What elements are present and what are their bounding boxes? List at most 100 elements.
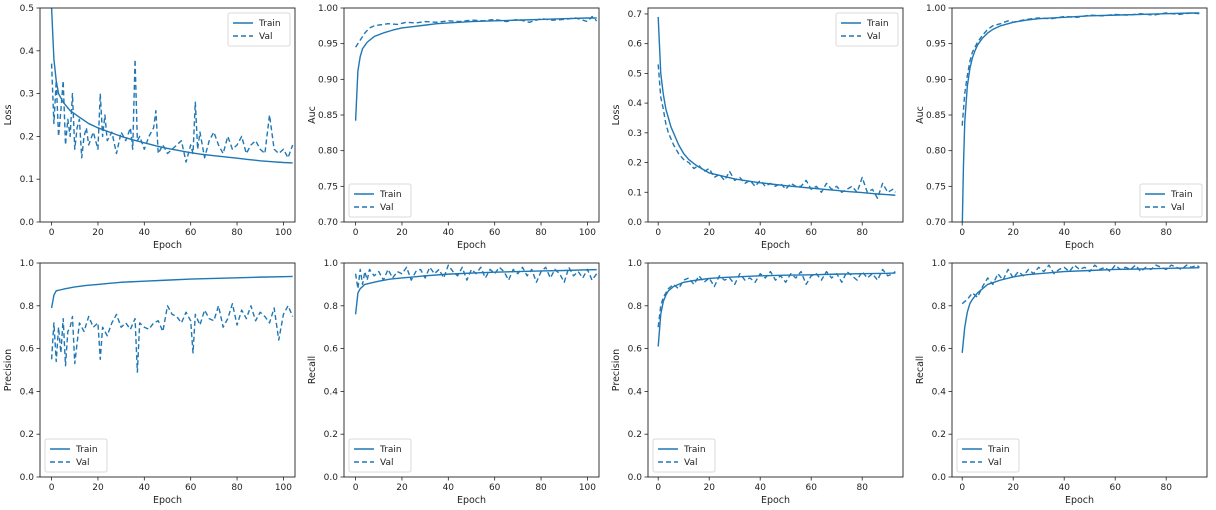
y-tick-label: 0.0 bbox=[20, 473, 35, 483]
x-tick-label: 0 bbox=[49, 483, 55, 493]
y-tick-label: 0.6 bbox=[628, 40, 643, 50]
x-axis-label: Epoch bbox=[457, 495, 486, 506]
x-tick-label: 40 bbox=[139, 228, 151, 238]
series-line-train bbox=[657, 272, 896, 347]
x-axis-label: Epoch bbox=[1065, 495, 1094, 506]
y-tick-label: 0.2 bbox=[20, 132, 34, 142]
y-tick-label: 0.2 bbox=[932, 430, 946, 440]
y-axis-label: Loss bbox=[611, 105, 622, 126]
y-tick-label: 0.4 bbox=[628, 99, 643, 109]
legend-box bbox=[652, 438, 716, 473]
x-tick-label: 60 bbox=[185, 483, 197, 493]
legend-label-val: Val bbox=[988, 458, 1001, 468]
x-tick-label: 0 bbox=[353, 228, 359, 238]
x-tick-label: 40 bbox=[754, 483, 766, 493]
y-tick-label: 1.0 bbox=[20, 259, 35, 269]
legend-label-train: Train bbox=[987, 445, 1010, 455]
y-tick-label: 0.90 bbox=[926, 75, 946, 85]
series-line-train bbox=[354, 17, 597, 121]
x-tick-label: 100 bbox=[275, 483, 292, 493]
legend: Train Val bbox=[956, 438, 1020, 473]
x-tick-label: 20 bbox=[92, 483, 104, 493]
series-line-val bbox=[961, 264, 1200, 305]
x-tick-label: 60 bbox=[805, 228, 817, 238]
y-tick-label: 0.0 bbox=[628, 473, 643, 483]
y-tick-label: 0.6 bbox=[932, 345, 947, 355]
x-axis-label: Epoch bbox=[761, 495, 790, 506]
y-axis-label: Auc bbox=[307, 106, 318, 124]
x-tick-label: 0 bbox=[655, 228, 661, 238]
legend: Train Val bbox=[44, 438, 108, 473]
auc-chart-a: 0 20 40 60 80 100 0.70 0.75 0.80 0.85 0.90 0.95 1.00… bbox=[307, 4, 600, 251]
axes-frame bbox=[39, 7, 296, 223]
chart-panel-loss-b: 0 20 40 60 80 0.0 0.1 0.2 0.3 0.4 0.5 0.6 0.7 Epoch Lo… bbox=[608, 0, 912, 255]
series-line-train bbox=[961, 267, 1200, 353]
x-tick-label: 20 bbox=[1007, 228, 1019, 238]
y-tick-label: 0.5 bbox=[628, 69, 642, 79]
series-line-val bbox=[354, 264, 598, 290]
loss-chart-b: 0 20 40 60 80 0.0 0.1 0.2 0.3 0.4 0.5 0.6 0.7 Epoch Lo… bbox=[611, 7, 904, 251]
legend-label-val: Val bbox=[867, 32, 880, 42]
y-tick-label: 0.4 bbox=[628, 387, 643, 397]
y-tick-label: 0.75 bbox=[318, 182, 338, 192]
y-tick-label: 0.95 bbox=[318, 40, 338, 50]
x-tick-label: 20 bbox=[396, 228, 408, 238]
x-tick-label: 40 bbox=[139, 483, 151, 493]
y-tick-label: 0.2 bbox=[628, 159, 642, 169]
legend-box bbox=[227, 12, 291, 47]
legend-label-val: Val bbox=[76, 458, 89, 468]
axes-frame bbox=[39, 262, 296, 478]
y-tick-label: 0.0 bbox=[932, 473, 947, 483]
y-tick-label: 0.80 bbox=[318, 147, 338, 157]
legend-label-train: Train bbox=[379, 190, 402, 200]
legend: Train Val bbox=[652, 438, 716, 473]
axes-frame bbox=[951, 262, 1208, 478]
legend: Train Val bbox=[227, 12, 291, 47]
chart-panel-precision-b: 0 20 40 60 80 0.0 0.2 0.4 0.6 0.8 1.0 Epoch Precisio… bbox=[608, 255, 912, 510]
y-tick-label: 0.0 bbox=[324, 473, 339, 483]
recall-chart-b: 0 20 40 60 80 0.0 0.2 0.4 0.6 0.8 1.0 Epoch Recall Tr… bbox=[915, 259, 1208, 506]
legend: Train Val bbox=[348, 438, 412, 473]
y-tick-label: 0.70 bbox=[926, 218, 946, 228]
y-tick-label: 0.85 bbox=[926, 111, 946, 121]
legend-label-val: Val bbox=[380, 203, 393, 213]
legend-label-train: Train bbox=[379, 445, 402, 455]
series-line-val bbox=[657, 64, 896, 199]
x-tick-label: 100 bbox=[579, 228, 596, 238]
series-line-train bbox=[50, 8, 293, 164]
y-tick-label: 0.90 bbox=[318, 75, 338, 85]
chart-panel-auc-a: 0 20 40 60 80 100 0.70 0.75 0.80 0.85 0.90 0.95 1.00… bbox=[304, 0, 608, 255]
y-tick-label: 0.6 bbox=[324, 345, 339, 355]
y-tick-label: 0.0 bbox=[20, 218, 35, 228]
auc-chart-b: 0 20 40 60 80 0.70 0.75 0.80 0.85 0.90 0.95 1.00 Epo… bbox=[915, 4, 1208, 251]
y-axis-label: Precision bbox=[611, 349, 622, 391]
series-line-val bbox=[657, 268, 896, 328]
x-tick-label: 0 bbox=[959, 228, 965, 238]
y-tick-label: 0.75 bbox=[926, 182, 946, 192]
chart-panel-auc-b: 0 20 40 60 80 0.70 0.75 0.80 0.85 0.90 0.95 1.00 Epo… bbox=[912, 0, 1216, 255]
legend-label-train: Train bbox=[258, 19, 281, 29]
y-tick-label: 0.6 bbox=[20, 345, 35, 355]
y-tick-label: 0.2 bbox=[20, 430, 34, 440]
chart-panel-recall-a: 0 20 40 60 80 100 0.0 0.2 0.4 0.6 0.8 1.0 Epoch Recal… bbox=[304, 255, 608, 510]
x-tick-label: 80 bbox=[1160, 483, 1172, 493]
y-tick-label: 0.95 bbox=[926, 40, 946, 50]
y-tick-label: 0.6 bbox=[628, 345, 643, 355]
legend-box bbox=[1139, 183, 1203, 218]
y-tick-label: 0.5 bbox=[20, 4, 34, 14]
y-tick-label: 1.00 bbox=[926, 4, 946, 14]
y-axis-label: Recall bbox=[915, 356, 926, 384]
legend-label-val: Val bbox=[380, 458, 393, 468]
y-tick-label: 0.80 bbox=[926, 147, 946, 157]
x-tick-label: 80 bbox=[856, 228, 868, 238]
x-tick-label: 0 bbox=[49, 228, 55, 238]
x-axis-label: Epoch bbox=[153, 495, 182, 506]
y-tick-label: 0.8 bbox=[932, 302, 947, 312]
y-tick-label: 0.0 bbox=[628, 218, 643, 228]
y-tick-label: 0.7 bbox=[628, 10, 642, 20]
x-tick-label: 80 bbox=[535, 228, 547, 238]
x-tick-label: 20 bbox=[703, 228, 715, 238]
legend-label-train: Train bbox=[866, 19, 889, 29]
x-tick-label: 100 bbox=[579, 483, 596, 493]
